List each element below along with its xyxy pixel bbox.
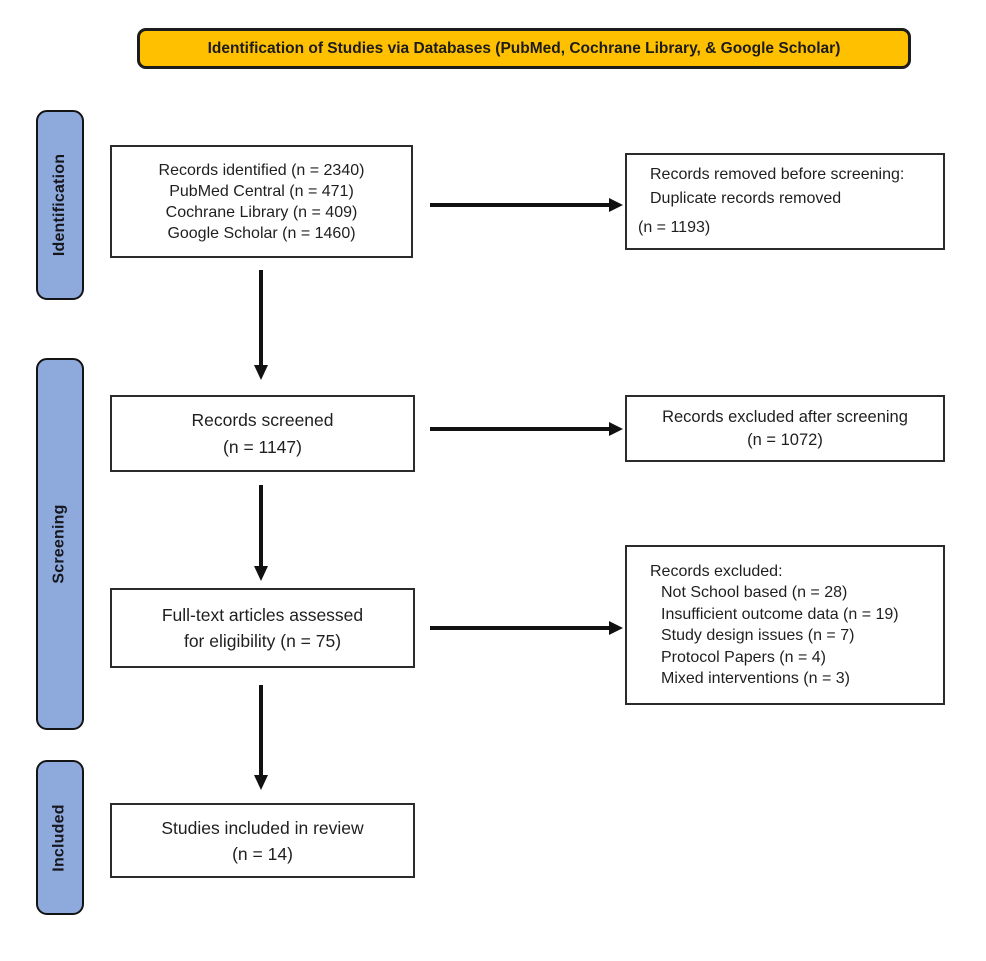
box-line: Records removed before screening: <box>650 166 905 183</box>
box-line: Records screened <box>191 409 334 430</box>
stage-bar-screening: Screening <box>36 358 84 730</box>
box-line: Studies included in review <box>161 817 364 838</box>
records-excluded-fulltext-box: Records excluded: Not School based (n = … <box>625 545 945 705</box>
studies-included-box: Studies included in review (n = 14) <box>110 803 415 878</box>
arrow-fulltext-to-excluded <box>430 626 610 630</box>
box-line: (n = 14) <box>232 843 293 864</box>
box-line: Google Scholar (n = 1460) <box>167 224 356 242</box>
records-identified-box: Records identified (n = 2340) PubMed Cen… <box>110 145 413 258</box>
arrow-fulltext-to-included <box>259 685 263 776</box>
box-line: Not School based (n = 28) <box>661 584 848 601</box>
box-line: (n = 1147) <box>223 436 302 457</box>
title-banner: Identification of Studies via Databases … <box>137 28 911 69</box>
box-line: PubMed Central (n = 471) <box>169 182 354 200</box>
diagram-title: Identification of Studies via Databases … <box>207 39 841 57</box>
stage-bar-included: Included <box>36 760 84 915</box>
records-removed-box: Records removed before screening: Duplic… <box>625 153 945 250</box>
box-line: Mixed interventions (n = 3) <box>661 670 850 687</box>
box-line: Records identified (n = 2340) <box>158 161 365 179</box>
box-line: Full-text articles assessed <box>161 605 364 625</box>
records-excluded-screening-box: Records excluded after screening (n = 10… <box>625 395 945 462</box>
records-screened-box: Records screened (n = 1147) <box>110 395 415 472</box>
box-line: (n = 1072) <box>747 430 823 449</box>
box-line: for eligibility (n = 75) <box>183 631 342 651</box>
box-line: Records excluded after screening <box>662 407 908 426</box>
box-line: Cochrane Library (n = 409) <box>165 203 358 221</box>
stage-label-included: Included <box>51 803 69 872</box>
box-line: Duplicate records removed <box>650 190 842 207</box>
box-line: Study design issues (n = 7) <box>661 627 855 644</box>
arrow-screened-to-excluded <box>430 427 610 431</box>
stage-label-identification: Identification <box>51 153 69 257</box>
box-line: Protocol Papers (n = 4) <box>661 648 826 666</box>
arrow-identified-to-removed <box>430 203 610 207</box>
box-line: (n = 1193) <box>638 219 711 236</box>
stage-bar-identification: Identification <box>36 110 84 300</box>
box-heading: Records excluded: <box>650 562 783 580</box>
arrow-identified-to-screened <box>259 270 263 366</box>
box-line: Insufficient outcome data (n = 19) <box>661 605 899 623</box>
stage-label-screening: Screening <box>51 504 69 584</box>
arrow-screened-to-fulltext <box>259 485 263 567</box>
fulltext-assessed-box: Full-text articles assessed for eligibil… <box>110 588 415 668</box>
